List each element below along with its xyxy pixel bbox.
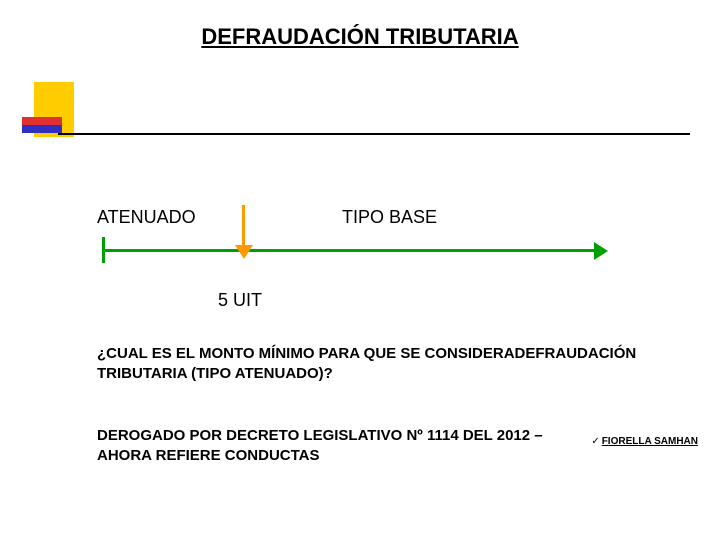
footer-credit-text: FIORELLA SAMHAN	[602, 436, 698, 447]
body-question: ¿CUAL ES EL MONTO MÍNIMO PARA QUE SE CON…	[97, 344, 650, 383]
timeline-line	[102, 249, 596, 252]
footer-credit: ✓FIORELLA SAMHAN	[591, 436, 698, 447]
timeline-divider-label: 5 UIT	[218, 290, 262, 311]
body-note: DEROGADO POR DECRETO LEGISLATIVO Nº 1114…	[97, 426, 570, 465]
slide-logo	[22, 82, 74, 137]
timeline-right-label: TIPO BASE	[342, 207, 437, 228]
timeline-divider-arrowhead	[235, 245, 253, 259]
logo-red-rect	[22, 117, 62, 125]
timeline-left-label: ATENUADO	[97, 207, 196, 228]
timeline-divider-line	[242, 205, 245, 249]
timeline-arrowhead	[594, 242, 608, 260]
slide-title: DEFRAUDACIÓN TRIBUTARIA	[0, 24, 720, 50]
checkmark-icon: ✓	[591, 436, 599, 447]
horizontal-rule	[58, 133, 690, 135]
logo-blue-rect	[22, 125, 62, 133]
timeline	[102, 235, 608, 267]
